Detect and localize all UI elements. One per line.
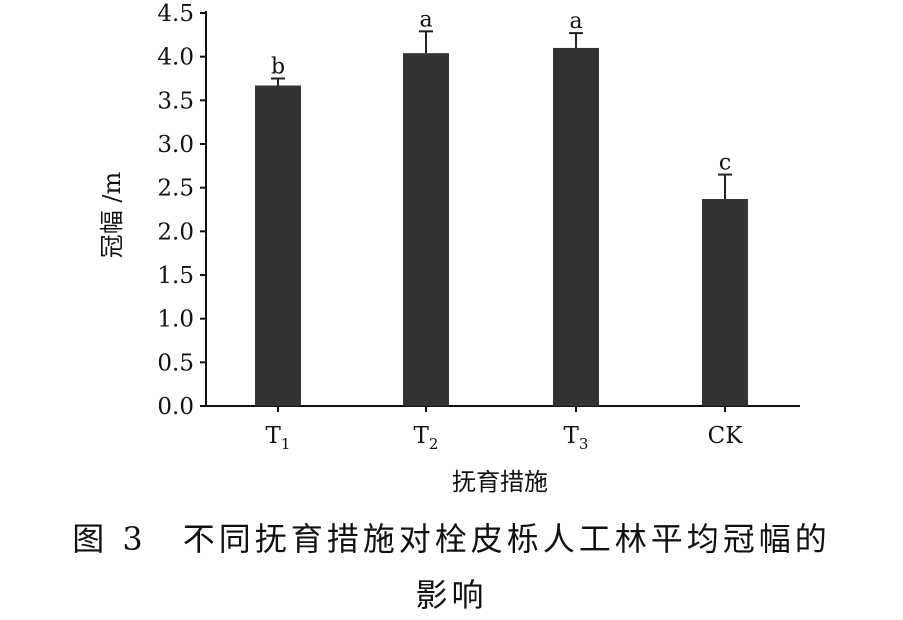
- bar: [702, 199, 748, 406]
- y-tick-label: 3.0: [157, 132, 194, 158]
- bar-chart: 0.0 0.5 1.0 1.5 2.0 2.5 3.0 3.5 4.0 4.5 b a a c T1 T2…: [98, 1, 800, 496]
- x-axis-title: 抚育措施: [452, 468, 548, 496]
- y-tick-label: 1.5: [157, 263, 194, 289]
- y-tick-label: 0.5: [157, 350, 194, 376]
- y-tick-label: 0.0: [157, 394, 194, 420]
- y-tick-label: 2.5: [157, 176, 194, 202]
- significance-label: a: [419, 7, 432, 32]
- y-tick-label: 4.5: [157, 1, 194, 27]
- bar: [403, 53, 449, 406]
- y-tick-label: 4.0: [157, 45, 194, 71]
- figure-caption-line-2: 影响: [415, 576, 488, 614]
- significance-label: b: [271, 55, 285, 80]
- chart-bars: b a a c: [255, 7, 748, 406]
- figure-caption-line-1: 图 3 不同抚育措施对栓皮栎人工林平均冠幅的: [72, 520, 831, 558]
- y-axis-title: 冠幅 /m: [98, 172, 126, 259]
- x-tick-label: T2: [414, 423, 439, 453]
- x-tick-label: CK: [708, 423, 744, 449]
- y-tick-label: 1.0: [157, 307, 194, 333]
- x-tick-label: T1: [266, 423, 291, 453]
- chart-axes: [205, 11, 800, 407]
- bar: [553, 47, 599, 406]
- significance-label: c: [719, 151, 731, 176]
- bar: [255, 85, 301, 406]
- y-axis-ticks: 0.0 0.5 1.0 1.5 2.0 2.5 3.0 3.5 4.0 4.5: [157, 1, 206, 420]
- significance-label: a: [569, 9, 582, 34]
- x-axis-category-labels: T1 T2 T3 CK: [266, 406, 744, 453]
- y-tick-label: 2.0: [157, 219, 194, 245]
- y-tick-label: 3.5: [157, 88, 194, 114]
- x-tick-label: T3: [564, 423, 589, 453]
